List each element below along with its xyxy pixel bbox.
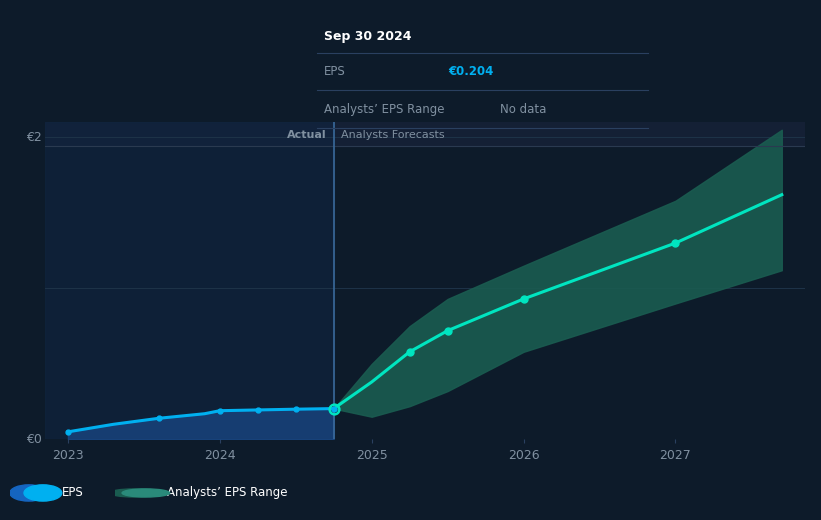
Bar (45, 122, 334, 439)
Text: Analysts Forecasts: Analysts Forecasts (342, 130, 445, 140)
Circle shape (110, 489, 158, 497)
Text: €2: €2 (26, 131, 42, 144)
Bar (45, 122, 805, 146)
Circle shape (122, 489, 170, 497)
Text: Sep 30 2024: Sep 30 2024 (324, 30, 411, 43)
Text: No data: No data (500, 103, 546, 116)
Circle shape (24, 485, 62, 501)
Text: €0.204: €0.204 (448, 65, 493, 78)
Text: Analysts’ EPS Range: Analysts’ EPS Range (324, 103, 445, 116)
Text: Actual: Actual (287, 130, 326, 140)
Text: €0: €0 (26, 433, 42, 446)
Circle shape (10, 485, 48, 501)
Text: EPS: EPS (324, 65, 346, 78)
Text: EPS: EPS (62, 487, 84, 499)
Text: Analysts’ EPS Range: Analysts’ EPS Range (167, 487, 288, 499)
